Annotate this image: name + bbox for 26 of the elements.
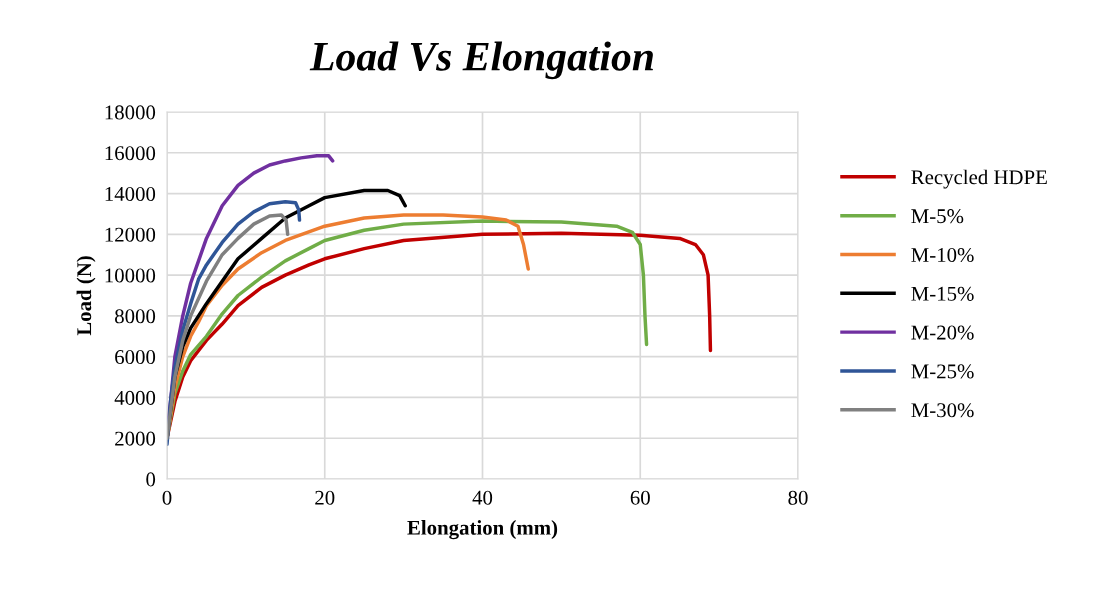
y-tick-label: 6000 <box>115 350 156 365</box>
y-tick-label: 18000 <box>105 105 156 120</box>
y-tick-label: 4000 <box>114 390 156 405</box>
x-tick-label: 60 <box>630 490 650 505</box>
chart-title: Load Vs Elongation <box>309 41 653 80</box>
y-tick-label: 0 <box>146 472 156 487</box>
y-tick-label: 16000 <box>105 146 156 161</box>
y-tick-label: 14000 <box>105 186 156 201</box>
x-tick-label: 20 <box>315 490 335 505</box>
legend-label: M-25% <box>911 364 974 379</box>
legend-label: M-30% <box>911 403 974 418</box>
y-axis-title: Load (N) <box>76 256 96 336</box>
x-tick-label: 0 <box>162 490 172 505</box>
y-tick-label: 2000 <box>115 431 156 446</box>
y-tick-label: 12000 <box>105 227 156 242</box>
legend-label: M-15% <box>911 286 974 301</box>
line-series <box>167 213 290 440</box>
legend-label: M-10% <box>911 247 974 263</box>
x-tick-label: 40 <box>472 490 493 505</box>
y-tick-label: 8000 <box>115 309 156 324</box>
legend-label: Recycled HDPE <box>911 169 1047 189</box>
legend-label: M-5% <box>911 209 964 224</box>
x-axis-title: Elongation (mm) <box>407 520 558 540</box>
x-tick-label: 80 <box>788 490 808 505</box>
y-tick-label: 10000 <box>105 268 156 283</box>
legend-label: M-20% <box>911 325 974 340</box>
